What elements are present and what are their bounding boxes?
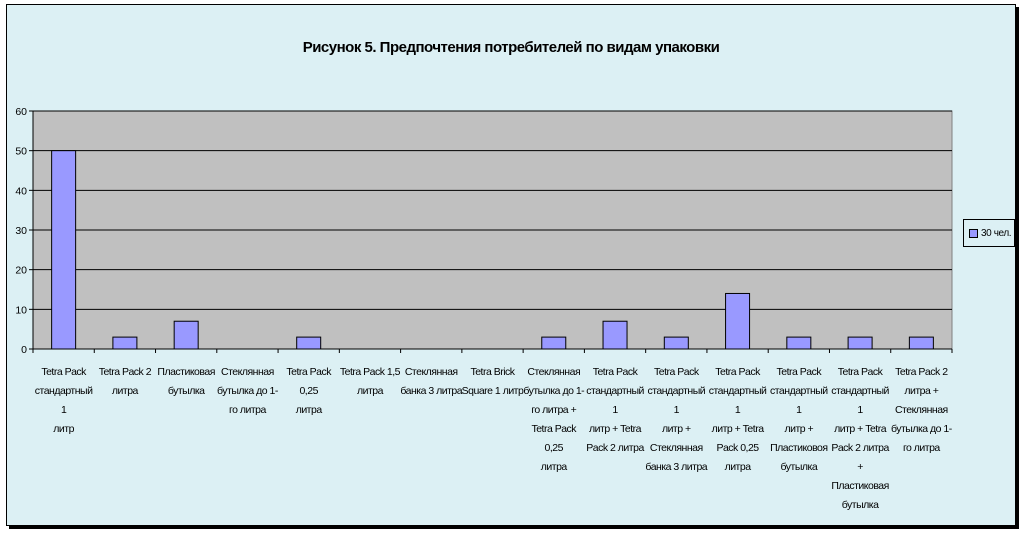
x-tick-label-line: Пластиковая	[157, 366, 215, 378]
bar	[725, 292, 751, 350]
y-tick-label: 40	[15, 185, 27, 197]
x-tick-label-line: Tetra Pack 2	[98, 366, 152, 378]
x-tick-label-line: бутылка до 1-	[523, 385, 585, 397]
x-tick-label-line: Tetra Pack 0,25	[531, 423, 577, 454]
y-tick-label: 20	[15, 265, 27, 277]
x-tick-label: Tetra Pack стандартный 1 литр + Tetra Pack …	[707, 363, 769, 477]
x-tick-label: Tetra Pack стандартный 1 литр + Пластиковоя…	[768, 363, 830, 477]
legend: 30 чел.	[963, 219, 1015, 247]
x-tick-label: Tetra Brick Square 1 литр	[462, 363, 524, 401]
x-tick-label-line: Стеклянная	[527, 366, 581, 378]
x-tick-label-line: бутылка	[780, 461, 818, 473]
x-tick-label-line: Tetra Pack	[592, 366, 638, 378]
x-tick-label: Стеклянная бутылка до 1- го литра	[216, 363, 278, 420]
x-tick-label: Tetra Pack стандартный 1 литр + Tetra Pack …	[584, 363, 646, 458]
x-tick-label: Пластиковая бутылка	[155, 363, 217, 401]
x-tick-label-line: бутылка	[167, 385, 205, 397]
x-tick-label-line: стандартный 1	[34, 385, 93, 416]
y-tick-label: 0	[21, 344, 27, 356]
x-tick-label-line: литр + Tetra	[711, 423, 764, 435]
x-tick-label: Tetra Pack 0,25 литра	[278, 363, 340, 420]
chart-frame: Рисунок 5. Предпочтения потребителей по …	[6, 4, 1016, 526]
bar	[908, 336, 934, 350]
x-tick-label-line: Tetra Pack	[653, 366, 699, 378]
chart-title: Рисунок 5. Предпочтения потребителей по …	[302, 39, 720, 56]
x-tick-label-line: литр +	[661, 423, 691, 435]
x-tick-label: Стеклянная бутылка до 1- го литра + Tetra P…	[523, 363, 585, 477]
bar	[112, 336, 138, 350]
y-tick-label: 30	[15, 225, 27, 237]
bar	[51, 150, 77, 350]
x-tick-label-line: Tetra Pack	[715, 366, 760, 378]
x-tick-label-line: Пластиковая	[831, 480, 889, 492]
x-tick-label-line: литр + Tetra	[589, 423, 641, 435]
x-tick-label: Tetra Pack 2 литра	[94, 363, 156, 401]
y-tick-label: 60	[15, 106, 27, 118]
y-tick-label: 10	[15, 304, 27, 316]
x-tick-label-line: бутылка до 1-	[217, 385, 278, 397]
x-tick-label-line: стандартный 1	[647, 385, 706, 416]
x-tick-label-line: Стеклянная	[404, 366, 458, 378]
x-tick-label-line: стандартный 1	[586, 385, 644, 416]
bar-chart: 0 10 20 30 40 50 60	[15, 106, 953, 356]
x-tick-label-line: го литра	[902, 442, 940, 454]
x-tick-label-line: Pack 2 литра +	[831, 442, 889, 473]
x-tick-label-line: Tetra Pack 0,25	[286, 366, 331, 397]
x-tick-label-line: литр +	[784, 423, 814, 435]
bar	[663, 336, 689, 350]
x-tick-label-line: Стеклянная	[894, 404, 948, 416]
x-tick-label-line: Pack 0,25	[716, 442, 759, 454]
x-tick-label: Стеклянная банка 3 литра	[400, 363, 462, 401]
bar	[602, 320, 628, 350]
x-tick-label-line: литра +	[904, 385, 939, 397]
x-tick-label-line: банка 3 литра	[400, 385, 463, 397]
x-tick-label-line: го литра +	[531, 404, 577, 416]
legend-label: 30 чел.	[981, 227, 1012, 239]
x-tick-label-line: Пластиковоя	[770, 442, 828, 454]
x-tick-label: Tetra Pack 1,5 литра	[339, 363, 401, 401]
x-tick-label: Tetra Pack стандартный 1 литр + Стеклянная б…	[645, 363, 707, 477]
x-tick-label-line: литра	[724, 461, 751, 473]
x-tick-label-line: литра	[111, 385, 138, 397]
x-tick-label-line: Tetra Pack 1,5	[339, 366, 401, 378]
x-tick-label-line: го литра	[229, 404, 266, 416]
x-tick-label-line: Стеклянная	[221, 366, 274, 378]
x-tick-label-line: литра	[356, 385, 383, 397]
x-tick-label: Tetra Pack стандартный 1 литр + Tetra Pack …	[829, 363, 891, 515]
y-tick-label: 50	[15, 146, 27, 158]
x-tick-label-line: Pack 2 литра	[586, 442, 644, 454]
bar	[296, 336, 322, 350]
x-tick-label-line: бутылка до 1-	[890, 423, 952, 435]
x-tick-label-line: Стеклянная	[649, 442, 703, 454]
x-tick-label-line: Tetra Brick	[470, 366, 515, 378]
bar	[847, 336, 873, 350]
x-tick-label-line: литра	[295, 404, 322, 416]
x-tick-label-line: литр + Tetra	[834, 423, 887, 435]
x-tick-label: Tetra Pack стандартный 1 литр	[33, 363, 95, 439]
x-tick-label-line: Tetra Pack	[776, 366, 822, 378]
bar	[541, 336, 567, 350]
x-tick-label-line: стандартный 1	[708, 385, 767, 416]
legend-swatch	[969, 228, 978, 238]
x-tick-label-line: литра	[540, 461, 567, 473]
x-tick-label-line: Square 1 литр	[461, 385, 524, 397]
x-tick-label: Tetra Pack 2 литра + Стеклянная бутылка до …	[890, 363, 952, 458]
x-tick-label-line: Tetra Pack	[41, 366, 86, 378]
x-tick-label-line: Tetra Pack 2	[895, 366, 948, 378]
x-tick-label-line: банка 3 литра	[645, 461, 708, 473]
x-tick-label-line: Tetra Pack	[837, 366, 883, 378]
bar	[173, 320, 199, 350]
bar	[786, 336, 812, 350]
x-tick-label-line: стандартный 1	[831, 385, 889, 416]
x-tick-label-line: бутылка	[841, 499, 879, 511]
x-tick-label-line: стандартный 1	[769, 385, 828, 416]
x-tick-label-line: литр	[53, 423, 74, 435]
